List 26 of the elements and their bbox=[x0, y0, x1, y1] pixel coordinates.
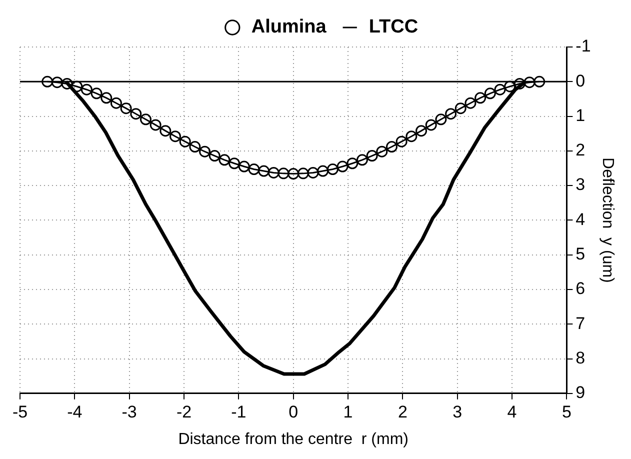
legend-label: LTCC bbox=[368, 16, 418, 38]
x-tick-label: 4 bbox=[507, 402, 517, 422]
y-tick-label: 5 bbox=[576, 244, 586, 264]
y-tick-label: 2 bbox=[576, 140, 586, 160]
y-axis-title: Deflection y (um) bbox=[598, 158, 616, 283]
y-tick-label: 3 bbox=[576, 175, 586, 194]
x-axis-title: Distance from the centre r (mm) bbox=[178, 430, 408, 448]
x-tick-label: 1 bbox=[343, 402, 353, 422]
x-tick-label: 2 bbox=[398, 402, 408, 422]
x-tick-label: -4 bbox=[67, 402, 82, 422]
x-tick-label: 3 bbox=[452, 402, 462, 422]
x-tick-label: 0 bbox=[288, 402, 298, 422]
x-tick-label: -2 bbox=[176, 402, 192, 422]
x-tick-label: -5 bbox=[12, 402, 28, 422]
x-tick-label: 5 bbox=[562, 402, 572, 422]
x-tick-label: -1 bbox=[231, 402, 246, 422]
y-tick-label: 4 bbox=[576, 210, 586, 229]
legend-label: Alumina bbox=[251, 16, 327, 38]
y-tick-label: 7 bbox=[576, 314, 586, 333]
y-tick-label: 0 bbox=[576, 71, 586, 90]
y-tick-label: -1 bbox=[576, 36, 591, 56]
y-tick-label: 1 bbox=[576, 106, 586, 125]
x-tick-label: -3 bbox=[122, 402, 137, 422]
y-tick-label: 6 bbox=[576, 279, 586, 298]
y-tick-label: 9 bbox=[576, 383, 586, 402]
y-tick-label: 8 bbox=[576, 348, 586, 368]
